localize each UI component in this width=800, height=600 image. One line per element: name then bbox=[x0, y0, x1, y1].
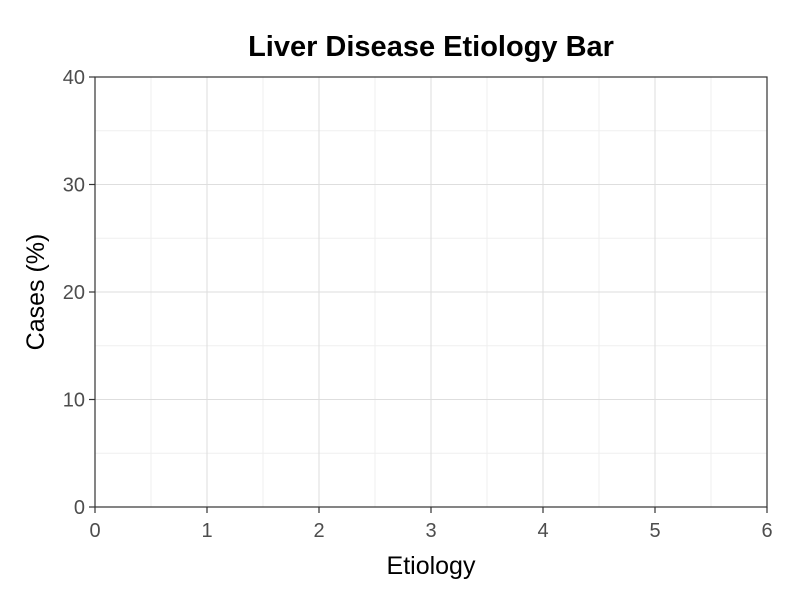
y-tick-label: 30 bbox=[63, 175, 85, 197]
y-tick-label: 20 bbox=[63, 282, 85, 304]
x-tick-label: 1 bbox=[201, 520, 212, 542]
x-axis-ticks: 0 1 2 3 4 5 6 bbox=[89, 507, 773, 542]
y-tick-label: 0 bbox=[74, 497, 85, 519]
x-tick-label: 2 bbox=[313, 520, 324, 542]
chart-title: Liver Disease Etiology Bar bbox=[248, 31, 614, 63]
y-tick-label: 10 bbox=[63, 390, 85, 412]
y-axis-label: Cases (%) bbox=[22, 234, 50, 351]
x-tick-label: 0 bbox=[89, 520, 100, 542]
y-tick-label: 40 bbox=[63, 67, 85, 89]
x-tick-label: 4 bbox=[537, 520, 548, 542]
x-tick-label: 3 bbox=[425, 520, 436, 542]
major-gridlines bbox=[94, 76, 768, 508]
y-axis-ticks: 0 10 20 30 40 bbox=[63, 67, 95, 519]
x-tick-label: 5 bbox=[649, 520, 660, 542]
x-tick-label: 6 bbox=[761, 520, 772, 542]
x-axis-label: Etiology bbox=[387, 552, 476, 580]
